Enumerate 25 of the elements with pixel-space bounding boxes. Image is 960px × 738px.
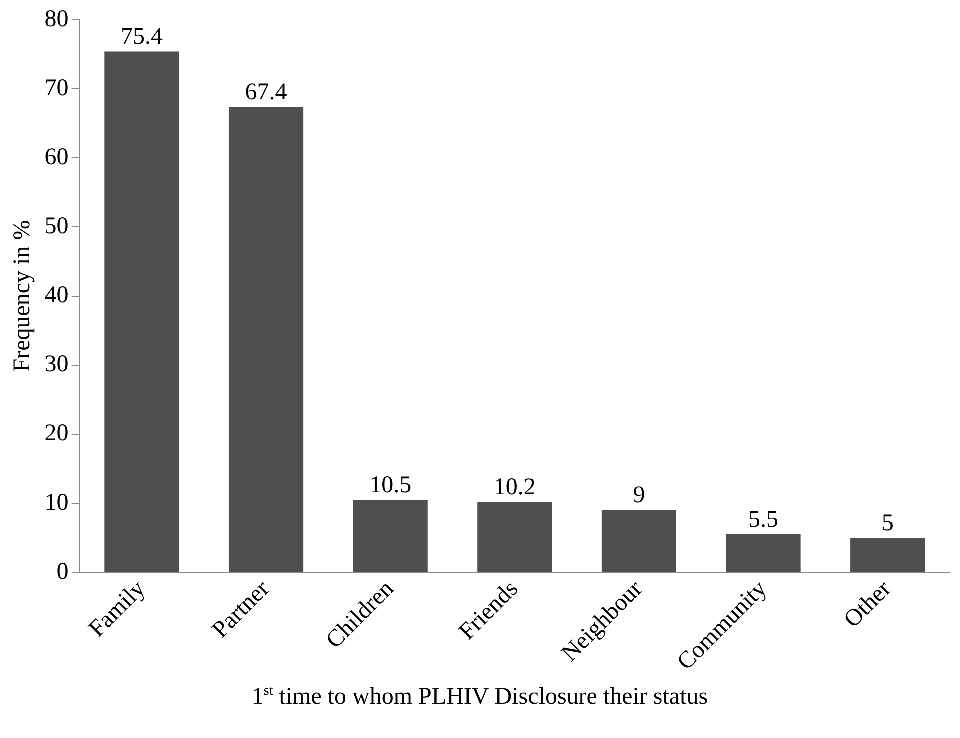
data-label: 9 — [633, 482, 646, 509]
bar — [602, 510, 677, 572]
data-label: 5 — [882, 510, 894, 536]
data-label: 5.5 — [748, 506, 779, 533]
y-tick-label: 10 — [44, 490, 69, 516]
y-tick-label: 30 — [44, 352, 69, 378]
x-axis-title: 1$^{st}$ time to whom PLHIV Disclosure their status — [250, 684, 710, 711]
bar — [850, 538, 926, 572]
data-label: 10.5 — [370, 472, 412, 498]
y-tick-label: 20 — [44, 420, 69, 447]
y-tick-label: 50 — [44, 214, 69, 240]
y-axis-title: Frequency in % — [10, 220, 36, 372]
y-tick-label: 40 — [44, 282, 69, 309]
y-tick-label: 60 — [44, 144, 69, 170]
bar — [726, 534, 801, 572]
bar — [353, 500, 428, 572]
bar — [104, 52, 180, 572]
bar — [478, 502, 552, 572]
y-tick-label: 0 — [56, 558, 69, 585]
y-tick-label: 80 — [44, 6, 69, 32]
data-label: 67.4 — [245, 79, 288, 106]
bar — [228, 107, 304, 572]
data-label: 10.2 — [494, 474, 536, 500]
data-label: 75.4 — [120, 24, 163, 50]
y-tick-label: 70 — [44, 75, 69, 102]
